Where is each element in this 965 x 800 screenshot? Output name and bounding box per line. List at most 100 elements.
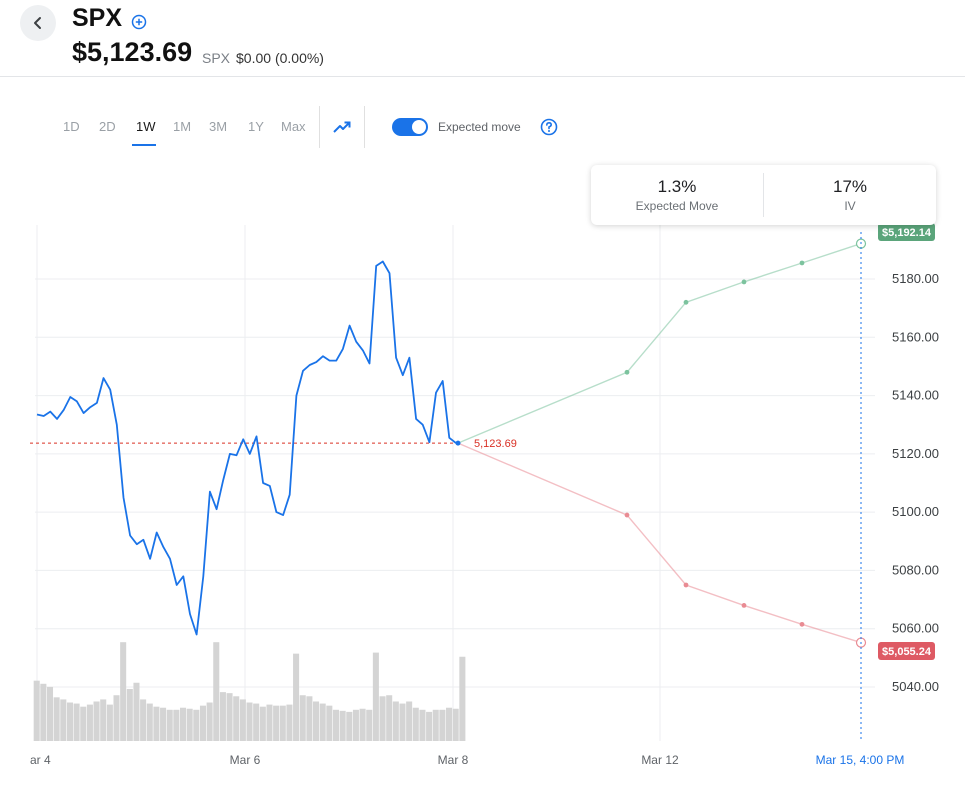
y-tick-label: 5100.00: [892, 504, 939, 519]
tab-3m[interactable]: 3M: [209, 119, 228, 134]
expected-move-card: 1.3% Expected Move 17% IV: [591, 165, 936, 225]
upper-move-point: [741, 279, 747, 285]
lower-move-badge-bg: [878, 642, 935, 660]
volume-bar: [419, 709, 426, 741]
volume-bar: [332, 709, 340, 741]
volume-bar: [100, 699, 107, 741]
volume-bar: [313, 701, 320, 741]
volume-bar: [239, 699, 246, 741]
volume-bar: [246, 702, 253, 741]
expected-move-value: 1.3%: [657, 177, 697, 196]
volume-bar: [140, 699, 147, 741]
volume-bar: [446, 707, 453, 741]
change-value: $0.00 (0.00%): [236, 50, 324, 66]
help-circle-icon[interactable]: [540, 118, 558, 136]
volume-bar: [319, 703, 326, 741]
toolbar-divider: [364, 106, 365, 148]
volume-bar: [439, 709, 446, 741]
volume-bar: [53, 697, 60, 741]
volume-bar: [459, 656, 466, 741]
lower-move-badge: $5,055.24: [882, 646, 932, 658]
volume-bar: [293, 653, 300, 741]
volume-bar: [179, 707, 187, 741]
price-change: SPX $0.00 (0.00%): [202, 50, 324, 66]
upper-move-point: [624, 369, 630, 375]
volume-bar: [326, 705, 333, 741]
volume-bar: [113, 695, 120, 741]
volume-bar: [253, 703, 260, 741]
x-tick-label: Mar 6: [230, 753, 261, 767]
volume-bar: [366, 709, 373, 741]
volume-bar: [66, 702, 73, 741]
toolbar-divider: [319, 106, 320, 148]
x-tick-label: ar 4: [30, 753, 51, 767]
tab-1m[interactable]: 1M: [173, 119, 192, 134]
volume-bar: [106, 704, 113, 741]
volume-bar: [286, 704, 293, 741]
upper-move-badge: $5,192.14: [882, 227, 932, 239]
y-tick-label: 5120.00: [892, 446, 939, 461]
tab-2d[interactable]: 2D: [99, 119, 116, 134]
tab-1d[interactable]: 1D: [63, 119, 80, 134]
lower-move-path: [457, 442, 862, 644]
volume-bar: [432, 709, 439, 741]
volume-bar: [219, 692, 226, 741]
volume-bar: [60, 699, 67, 741]
volume-bar: [226, 693, 233, 741]
current-price: $5,123.69: [72, 37, 193, 67]
x-tick-label: Mar 15, 4:00 PM: [816, 753, 905, 767]
price-line: [36, 260, 457, 636]
add-circle-icon[interactable]: [131, 14, 147, 30]
volume-bar: [33, 680, 40, 741]
active-tab-indicator: [132, 144, 156, 146]
tab-max[interactable]: Max: [281, 119, 306, 134]
price-line-layer: [30, 260, 461, 636]
y-tick-label: 5080.00: [892, 562, 939, 577]
expected-move-toggle[interactable]: [392, 118, 428, 136]
card-divider: [763, 173, 764, 217]
price-chart: 5180.00 5160.00 5140.00 5120.00 5100.00 5080.…: [30, 223, 939, 767]
volume-bar: [259, 706, 266, 741]
volume-bar: [266, 704, 273, 741]
axis-labels: 5180.00 5160.00 5140.00 5120.00 5100.00 5080.…: [30, 223, 939, 767]
volume-bar: [206, 702, 213, 741]
upper-move-badge-bg: [878, 223, 935, 241]
expected-move-label: Expected move: [438, 120, 521, 134]
volume-bar: [133, 682, 140, 741]
volume-bar: [40, 683, 47, 741]
y-tick-label: 5180.00: [892, 271, 939, 286]
volume-bar: [392, 701, 399, 741]
y-tick-label: 5140.00: [892, 388, 939, 403]
upper-move-point: [683, 299, 689, 305]
back-button[interactable]: [20, 5, 56, 41]
quote-header: SPX $5,123.69 SPX $0.00 (0.00%): [0, 0, 965, 77]
tab-1w[interactable]: 1W: [136, 119, 156, 134]
chart-grid: [35, 225, 875, 741]
lower-move-point: [799, 621, 805, 627]
volume-bar: [186, 708, 193, 741]
volume-bar: [372, 652, 379, 741]
expected-move-caption: Expected Move: [635, 199, 719, 213]
volume-bar: [153, 706, 160, 741]
trending-up-icon[interactable]: [333, 118, 351, 136]
volume-bar: [359, 708, 366, 741]
volume-bars: [33, 642, 466, 741]
volume-bar: [46, 686, 54, 741]
volume-bar: [399, 703, 406, 741]
upper-move-path: [457, 242, 862, 444]
expected-move-stat: 1.3% Expected Move: [591, 165, 763, 225]
volume-bar: [233, 696, 240, 741]
lower-move-point: [683, 582, 689, 588]
current-price-label: 5,123.69: [474, 438, 517, 450]
tab-1y[interactable]: 1Y: [248, 119, 264, 134]
volume-bar: [352, 709, 359, 741]
x-tick-label: Mar 12: [641, 753, 679, 767]
volume-bar: [120, 642, 127, 741]
toggle-knob: [412, 120, 426, 134]
iv-value: 17%: [832, 177, 868, 196]
chevron-left-icon: [34, 17, 41, 29]
volume-bar: [273, 705, 280, 741]
ticker-symbol: SPX: [72, 4, 123, 32]
y-tick-label: 5060.00: [892, 621, 939, 636]
volume-bar: [166, 709, 173, 741]
